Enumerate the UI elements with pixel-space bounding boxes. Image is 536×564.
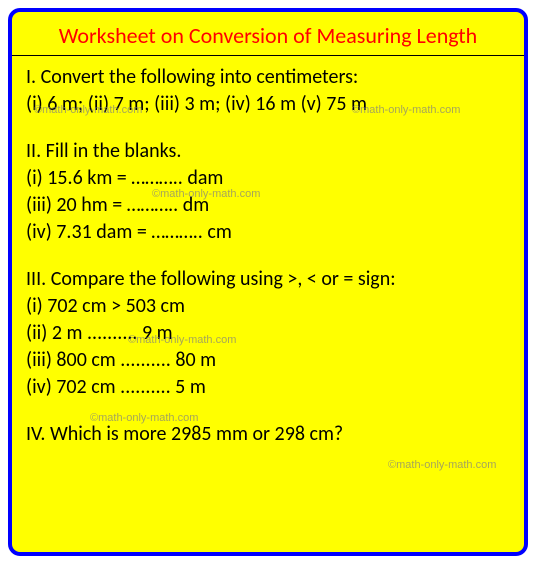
title-divider bbox=[12, 55, 524, 56]
section-2-head: II. Fill in the blanks. bbox=[26, 138, 510, 165]
spacer bbox=[26, 401, 510, 419]
section-3-item-iii: (iii) 800 cm .......... 80 m bbox=[26, 347, 510, 374]
section-1-items: (i) 6 m; (ii) 7 m; (iii) 3 m; (iv) 16 m … bbox=[26, 91, 510, 118]
section-3-item-ii: (ii) 2 m .......... 9 m bbox=[26, 320, 510, 347]
section-2-item-iv: (iv) 7.31 dam = ……….. cm bbox=[26, 219, 510, 246]
section-3-head: III. Compare the following using >, < or… bbox=[26, 266, 510, 293]
section-1-head: I. Convert the following into centimeter… bbox=[26, 64, 510, 91]
section-4-head: IV. Which is more 2985 mm or 298 cm? bbox=[26, 421, 510, 448]
worksheet-title: Worksheet on Conversion of Measuring Len… bbox=[26, 22, 510, 49]
section-3-item-i: (i) 702 cm > 503 cm bbox=[26, 293, 510, 320]
section-2-item-i: (i) 15.6 km = ……….. dam bbox=[26, 165, 510, 192]
section-2-item-iii: (iii) 20 hm = ……….. dm bbox=[26, 192, 510, 219]
spacer bbox=[26, 118, 510, 136]
worksheet-container: Worksheet on Conversion of Measuring Len… bbox=[8, 8, 528, 556]
spacer bbox=[26, 246, 510, 264]
watermark-text: ©math-only-math.com bbox=[388, 459, 496, 471]
section-3-item-iv: (iv) 702 cm .......... 5 m bbox=[26, 374, 510, 401]
